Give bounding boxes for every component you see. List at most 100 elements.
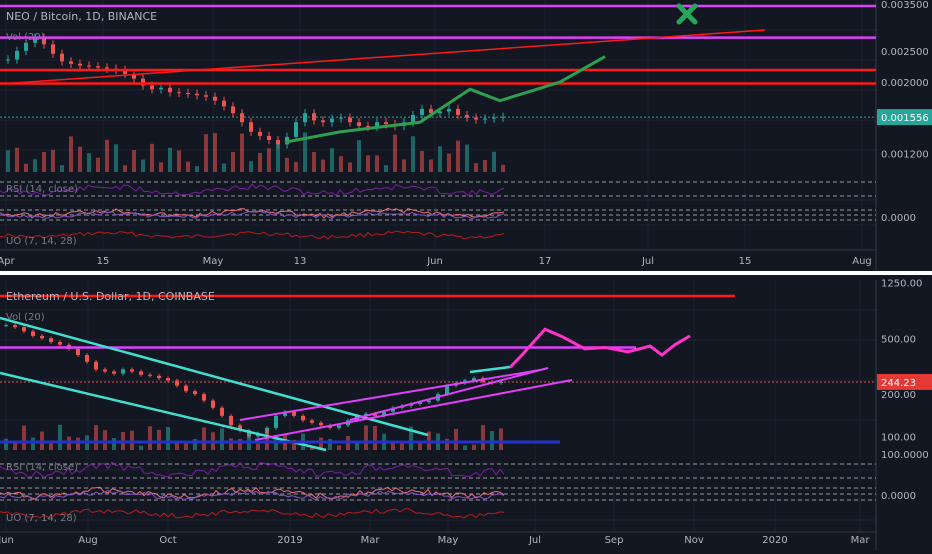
eth-volume-bar — [166, 426, 170, 450]
bottom-time-tick-label: Sep — [605, 535, 624, 546]
top-time-tick-label: 15 — [97, 256, 110, 267]
eth-candle — [445, 385, 449, 395]
bottom-price-tick-label: 1250.00 — [881, 278, 922, 289]
bottom-osc-line — [0, 490, 505, 501]
neo-volume-bar — [42, 152, 46, 172]
eth-candle — [112, 371, 116, 374]
top-price-tick-label: 0.002500 — [881, 47, 929, 58]
top-price-tick-label: 0.003500 — [881, 0, 929, 11]
neo-volume-bar — [159, 162, 163, 172]
eth-volume-bar — [184, 440, 188, 450]
neo-volume-bar — [141, 159, 145, 172]
neo-candle — [150, 85, 154, 90]
eth-candle — [103, 369, 107, 372]
neo-candle — [6, 59, 10, 61]
eth-volume-bar — [58, 424, 62, 450]
top-osc-axis-label: 0.0000 — [881, 213, 916, 224]
neo-volume-bar — [474, 163, 478, 172]
top-price-tick-label: 0.002000 — [881, 78, 929, 89]
neo-candle — [429, 108, 433, 114]
neo-candle — [213, 96, 217, 101]
eth-candle — [274, 415, 278, 428]
eth-candle — [229, 415, 233, 426]
eth-volume-bar — [202, 427, 206, 450]
eth-volume-bar — [481, 425, 485, 450]
neo-candle — [51, 44, 55, 54]
neo-candle — [60, 53, 64, 62]
top-time-tick-label: Aug — [852, 256, 872, 267]
eth-volume-bar — [103, 430, 107, 450]
eth-candle — [301, 415, 305, 421]
neo-volume-bar — [240, 133, 244, 172]
neo-volume-bar — [402, 159, 406, 172]
neo-volume-bar — [456, 140, 460, 172]
eth-volume-bar — [337, 445, 341, 450]
bottom-time-tick-label: Mar — [851, 535, 871, 546]
neo-candle — [141, 78, 145, 86]
eth-volume-bar — [463, 445, 467, 450]
eth-candle — [283, 411, 287, 416]
bottom-time-tick-label: Nov — [684, 535, 704, 546]
eth-volume-bar — [445, 438, 449, 450]
top-rsi-line — [0, 183, 505, 197]
neo-volume-bar — [78, 146, 82, 172]
neo-volume-bar — [438, 146, 442, 172]
neo-volume-bar — [87, 153, 91, 172]
neo-volume-bar — [303, 132, 307, 172]
neo-candle — [366, 125, 370, 127]
eth-candle — [292, 411, 296, 416]
neo-candle — [15, 50, 19, 60]
neo-volume-bar — [249, 161, 253, 172]
top-time-tick-label: 15 — [739, 256, 752, 267]
eth-volume-bar — [76, 437, 80, 450]
neo-trendline — [0, 29, 766, 85]
neo-volume-bar — [96, 157, 100, 172]
eth-volume-bar — [319, 437, 323, 450]
neo-volume-bar — [15, 147, 19, 172]
top-time-tick-label: Jul — [641, 256, 654, 267]
neo-volume-bar — [231, 152, 235, 172]
neo-candle — [321, 120, 325, 123]
eth-volume-bar — [13, 441, 17, 450]
bottom-last-price-tag — [877, 373, 932, 390]
neo-candle — [132, 73, 136, 79]
neo-volume-bar — [429, 159, 433, 172]
eth-candle — [427, 400, 431, 403]
eth-candle — [13, 325, 17, 328]
eth-volume-bar — [499, 428, 503, 450]
eth-candle — [76, 348, 80, 355]
eth-volume-bar — [373, 425, 377, 450]
x-mark-icon — [676, 3, 698, 25]
eth-volume-bar — [157, 429, 161, 450]
top-time-tick-label: May — [203, 256, 224, 267]
eth-candle — [418, 402, 422, 405]
eth-volume-bar — [418, 442, 422, 450]
eth-candle — [211, 400, 215, 408]
eth-candle — [49, 338, 53, 343]
eth-candle — [40, 335, 44, 339]
eth-candle — [193, 391, 197, 395]
bottom-rsi-label: RSI (14, close) — [6, 462, 79, 473]
eth-candle — [157, 375, 161, 379]
neo-volume-bar — [384, 165, 388, 172]
neo-volume-bar — [294, 161, 298, 172]
eth-volume-bar — [292, 439, 296, 450]
neo-candle — [483, 118, 487, 120]
neo-volume-bar — [420, 151, 424, 172]
bottom-uo-label: UO (7, 14, 28) — [6, 513, 77, 524]
neo-candle — [384, 122, 388, 125]
eth-volume-bar — [4, 438, 8, 450]
neo-candle — [501, 116, 505, 118]
neo-volume-bar — [150, 143, 154, 172]
eth-volume-bar — [454, 428, 458, 450]
eth-projection-path — [508, 327, 691, 369]
neo-volume-bar — [330, 148, 334, 172]
eth-candle — [184, 385, 188, 392]
bottom-time-tick-label: Aug — [78, 535, 98, 546]
eth-volume-bar — [238, 439, 242, 450]
neo-candle — [474, 117, 478, 120]
neo-candle — [78, 63, 82, 66]
eth-candle — [310, 420, 314, 423]
neo-candle — [447, 108, 451, 112]
